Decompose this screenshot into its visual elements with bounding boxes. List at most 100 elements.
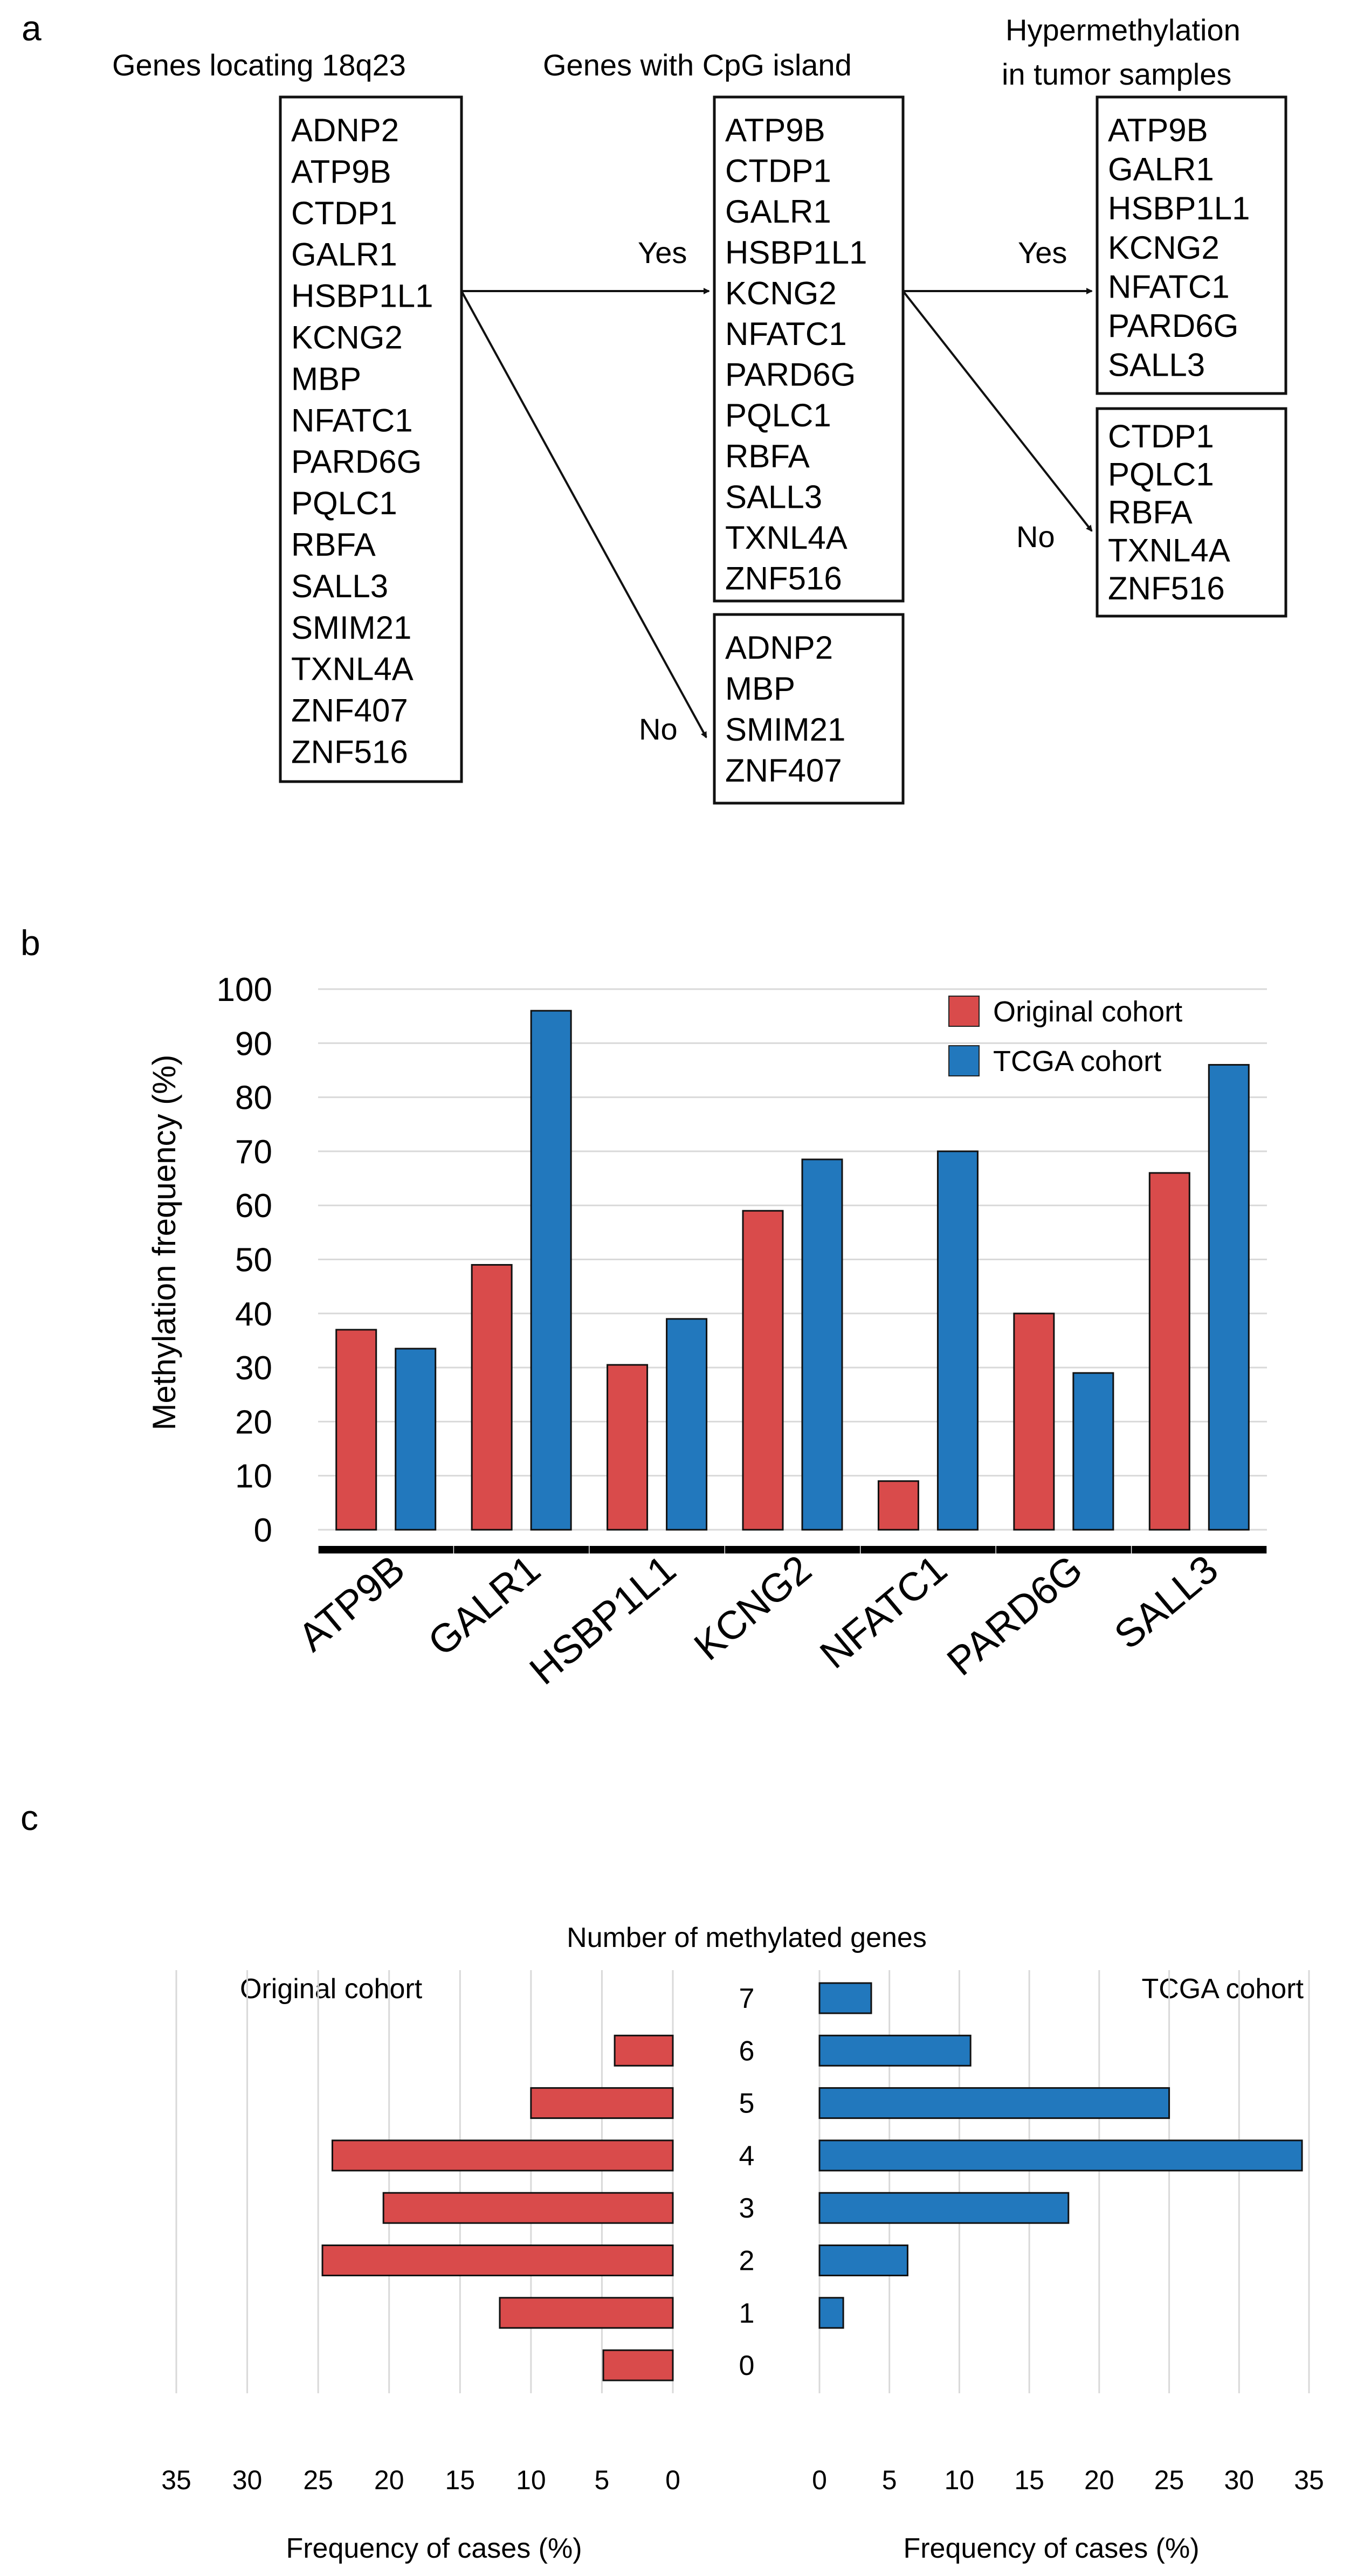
panel-b-bar-chart: b 0 10 20 30 40 50 60 70 80 90 100 ATP9B GALR1HSBP1… [20, 923, 1267, 1693]
gene-all_genes-2: CTDP1 [291, 195, 397, 231]
box-hyper-no [1096, 407, 1287, 618]
gene-hyper_yes-3: KCNG2 [1108, 230, 1220, 266]
gene-cpg_no-2: SMIM21 [725, 712, 845, 748]
b-y-axis-title: Methylation frequency (%) [146, 1055, 182, 1431]
c-tick-right-0: 0 [812, 2465, 827, 2495]
gene-all_genes-12: SMIM21 [291, 610, 411, 646]
c-category-1: 1 [739, 2298, 755, 2329]
c-category-3: 3 [739, 2193, 755, 2224]
gene-cpg_no-3: ZNF407 [725, 752, 842, 789]
box-hyper-yes [1096, 95, 1287, 395]
header-hypermethylation: Hypermethylation [1005, 13, 1241, 47]
c-x-tick-labels: 0 0 5 5 10 10 15 15 20 20 25 25 30 30 35 35 [161, 2465, 1324, 2495]
c-tick-right-15: 15 [1014, 2465, 1044, 2495]
b-y-tick-40: 40 [235, 1296, 272, 1333]
c-tick-right-10: 10 [945, 2465, 975, 2495]
b-bar-tcga-PARD6G [1072, 1372, 1114, 1531]
b-bar-original-ATP9B [335, 1329, 377, 1531]
legend-label-original: Original cohort [993, 996, 1182, 1028]
c-category-6: 6 [739, 2035, 755, 2067]
c-bar-original-3 [382, 2192, 674, 2224]
c-bar-original-2 [321, 2244, 674, 2276]
b-category-SALL3: SALL3 [1106, 1546, 1227, 1658]
arrow-to-hyper-no [902, 290, 1093, 532]
b-category-GALR1: GALR1 [419, 1546, 548, 1665]
b-y-tick-50: 50 [235, 1242, 272, 1279]
c-category-labels: 7 6 5 4 3 2 1 0 [739, 1983, 755, 2381]
header-in-tumor-samples: in tumor samples [1002, 57, 1231, 91]
b-y-tick-90: 90 [235, 1025, 272, 1062]
c-tick-left-20: 20 [374, 2465, 404, 2495]
b-category-KCNG2: KCNG2 [686, 1546, 820, 1669]
b-y-tick-20: 20 [235, 1404, 272, 1441]
gene-cpg_no-0: ADNP2 [725, 630, 833, 666]
gene-hyper_no-1: PQLC1 [1108, 457, 1214, 493]
c-chart-title: Number of methylated genes [567, 1922, 927, 1953]
gene-cpg_yes-6: PARD6G [725, 357, 856, 393]
gene-all_genes-14: ZNF407 [291, 693, 408, 729]
label-no-hyper: No [1016, 520, 1055, 554]
c-right-cohort-label: TCGA cohort [1141, 1973, 1304, 2005]
gene-all_genes-9: PQLC1 [291, 485, 397, 521]
header-genes-cpg-island: Genes with CpG island [543, 48, 852, 82]
panel-a-letter: a [22, 8, 42, 48]
c-bar-original-6 [614, 2034, 674, 2067]
gene-all_genes-8: PARD6G [291, 444, 422, 480]
c-gridlines [175, 1970, 1310, 2393]
c-x-axis-title-right: Frequency of cases (%) [903, 2533, 1199, 2564]
gene-cpg_yes-1: CTDP1 [725, 153, 831, 189]
c-tick-right-5: 5 [882, 2465, 897, 2495]
gene-hyper_yes-4: NFATC1 [1108, 268, 1230, 305]
b-bar-tcga-ATP9B [395, 1348, 437, 1531]
b-bar-tcga-HSBP1L1 [666, 1318, 708, 1531]
c-bar-tcga-5 [818, 2087, 1170, 2119]
b-y-tick-70: 70 [235, 1134, 272, 1171]
gene-all_genes-11: SALL3 [291, 568, 388, 604]
b-category-PARD6G: PARD6G [939, 1546, 1091, 1684]
c-category-0: 0 [739, 2350, 755, 2381]
b-bar-original-NFATC1 [877, 1480, 919, 1531]
gene-all_genes-0: ADNP2 [291, 112, 399, 148]
label-yes-hyper: Yes [1018, 236, 1067, 270]
gene-cpg_yes-9: SALL3 [725, 479, 822, 515]
b-bar-original-SALL3 [1148, 1172, 1190, 1531]
c-category-4: 4 [739, 2140, 755, 2172]
c-tick-left-25: 25 [303, 2465, 333, 2495]
b-bars [335, 1010, 1250, 1531]
box-all-genes [279, 95, 463, 783]
b-y-tick-0: 0 [254, 1512, 272, 1549]
c-category-7: 7 [739, 1983, 755, 2014]
c-tick-left-15: 15 [445, 2465, 475, 2495]
b-category-HSBP1L1: HSBP1L1 [521, 1546, 684, 1693]
gene-hyper_no-2: RBFA [1108, 494, 1193, 530]
gene-all_genes-10: RBFA [291, 527, 376, 563]
c-tick-left-10: 10 [516, 2465, 546, 2495]
gene-cpg_yes-5: NFATC1 [725, 316, 847, 352]
c-tick-right-25: 25 [1154, 2465, 1184, 2495]
gene-cpg_yes-4: KCNG2 [725, 275, 837, 311]
c-bar-original-4 [331, 2139, 674, 2172]
legend-label-tcga: TCGA cohort [993, 1045, 1161, 1078]
c-bar-original-0 [602, 2349, 674, 2381]
c-tick-right-20: 20 [1084, 2465, 1114, 2495]
gene-cpg_yes-3: HSBP1L1 [725, 234, 867, 271]
gene-hyper_no-3: TXNL4A [1108, 533, 1230, 569]
gene-cpg_yes-2: GALR1 [725, 194, 831, 230]
box-cpg-yes [713, 95, 905, 603]
gene-cpg_no-1: MBP [725, 671, 795, 707]
b-bar-original-PARD6G [1013, 1313, 1055, 1531]
b-bar-tcga-NFATC1 [936, 1150, 979, 1531]
c-bar-tcga-2 [818, 2244, 908, 2276]
legend-swatch-original [948, 996, 980, 1027]
c-tick-left-35: 35 [161, 2465, 191, 2495]
c-tick-right-35: 35 [1294, 2465, 1324, 2495]
c-tick-right-30: 30 [1224, 2465, 1254, 2495]
gene-hyper_yes-0: ATP9B [1108, 112, 1208, 148]
c-bar-original-5 [530, 2087, 674, 2119]
gene-cpg_yes-8: RBFA [725, 438, 810, 474]
box-cpg-no [713, 613, 905, 805]
gene-all_genes-6: MBP [291, 361, 361, 397]
